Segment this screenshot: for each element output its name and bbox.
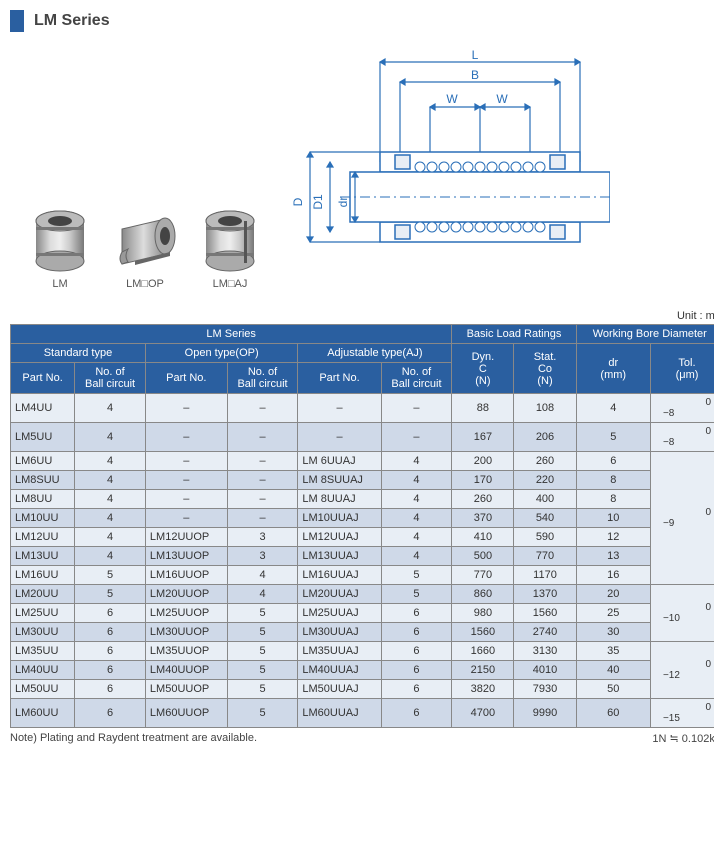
table-row: LM50UU6LM50UUOP5LM50UUAJ63820793050	[11, 680, 714, 699]
spec-table: LM Series Basic Load Ratings Working Bor…	[10, 324, 714, 728]
footnote-left: Note) Plating and Raydent treatment are …	[10, 732, 257, 745]
svg-text:L: L	[472, 48, 479, 62]
table-row: LM10UU4––LM10UUAJ437054010	[11, 509, 714, 528]
product-label-lm: LM	[52, 278, 67, 290]
table-row: LM4UU4––––8810840−8	[11, 394, 714, 423]
th-open: Open type(OP)	[145, 344, 297, 363]
th-working-bore: Working Bore Diameter	[576, 325, 714, 344]
table-row: LM6UU4––LM 6UUAJ420026060−9	[11, 452, 714, 471]
th-standard: Standard type	[11, 344, 146, 363]
product-op: LM□OP	[110, 214, 180, 290]
table-row: LM35UU6LM35UUOP5LM35UUAJ616603130350−12	[11, 642, 714, 661]
dimension-diagram: L B W W D D1 dr	[280, 47, 714, 290]
product-lm: LM	[30, 209, 90, 290]
table-row: LM40UU6LM40UUOP5LM40UUAJ62150401040	[11, 661, 714, 680]
th-balls-3: No. ofBall circuit	[381, 363, 452, 394]
th-balls-1: No. ofBall circuit	[75, 363, 146, 394]
product-images: LM LM□OP	[30, 209, 260, 290]
th-adjustable: Adjustable type(AJ)	[298, 344, 452, 363]
table-row: LM5UU4––––16720650−8	[11, 423, 714, 452]
th-dr: dr(mm)	[576, 344, 650, 394]
product-label-op: LM□OP	[126, 278, 164, 290]
svg-text:W: W	[496, 92, 508, 106]
th-partno-1: Part No.	[11, 363, 75, 394]
table-row: LM25UU6LM25UUOP5LM25UUAJ6980156025	[11, 604, 714, 623]
th-lm-series: LM Series	[11, 325, 452, 344]
unit-label: Unit : mm	[10, 310, 714, 322]
th-partno-2: Part No.	[145, 363, 227, 394]
table-row: LM8SUU4––LM 8SUUAJ41702208	[11, 471, 714, 490]
header-accent-bar	[10, 10, 24, 32]
svg-text:W: W	[446, 92, 458, 106]
product-aj: LM□AJ	[200, 209, 260, 290]
table-row: LM60UU6LM60UUOP5LM60UUAJ647009990600−15	[11, 699, 714, 728]
table-row: LM8UU4––LM 8UUAJ42604008	[11, 490, 714, 509]
page-header: LM Series	[10, 10, 714, 32]
svg-text:dr: dr	[336, 197, 350, 208]
th-dyn: Dyn.C(N)	[452, 344, 514, 394]
svg-text:D: D	[291, 197, 305, 206]
table-row: LM30UU6LM30UUOP5LM30UUAJ61560274030	[11, 623, 714, 642]
svg-text:D1: D1	[311, 194, 325, 210]
footnote-right: 1N ≒ 0.102kgf	[652, 732, 714, 745]
table-row: LM16UU5LM16UUOP4LM16UUAJ5770117016	[11, 566, 714, 585]
th-partno-3: Part No.	[298, 363, 381, 394]
th-stat: Stat.Co(N)	[514, 344, 576, 394]
footnote: Note) Plating and Raydent treatment are …	[10, 732, 714, 745]
th-basic-load: Basic Load Ratings	[452, 325, 576, 344]
table-row: LM13UU4LM13UUOP3LM13UUAJ450077013	[11, 547, 714, 566]
page-title: LM Series	[34, 12, 110, 30]
th-balls-2: No. ofBall circuit	[227, 363, 298, 394]
table-row: LM12UU4LM12UUOP3LM12UUAJ441059012	[11, 528, 714, 547]
table-row: LM20UU5LM20UUOP4LM20UUAJ58601370200−10	[11, 585, 714, 604]
product-label-aj: LM□AJ	[213, 278, 248, 290]
svg-text:B: B	[471, 68, 479, 82]
th-tol: Tol.(μm)	[650, 344, 714, 394]
